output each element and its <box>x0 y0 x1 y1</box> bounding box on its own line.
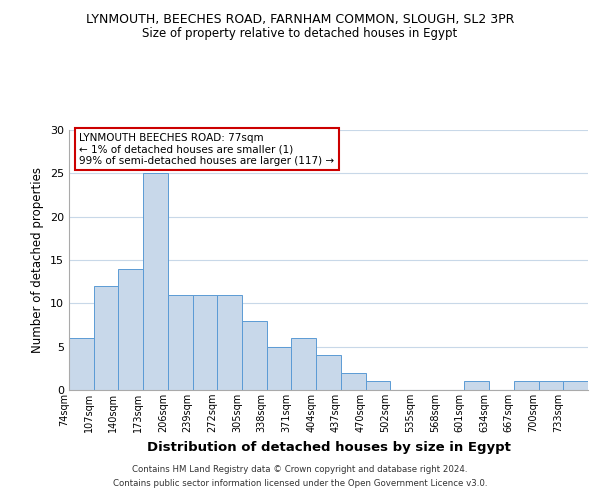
Text: LYNMOUTH, BEECHES ROAD, FARNHAM COMMON, SLOUGH, SL2 3PR: LYNMOUTH, BEECHES ROAD, FARNHAM COMMON, … <box>86 12 514 26</box>
Bar <box>341 372 365 390</box>
X-axis label: Distribution of detached houses by size in Egypt: Distribution of detached houses by size … <box>146 440 511 454</box>
Bar <box>365 382 390 390</box>
Bar <box>193 294 217 390</box>
Bar <box>464 382 489 390</box>
Bar <box>118 268 143 390</box>
Bar <box>168 294 193 390</box>
Bar <box>514 382 539 390</box>
Bar <box>217 294 242 390</box>
Bar <box>94 286 118 390</box>
Bar <box>267 346 292 390</box>
Y-axis label: Number of detached properties: Number of detached properties <box>31 167 44 353</box>
Bar <box>143 174 168 390</box>
Text: Contains HM Land Registry data © Crown copyright and database right 2024.
Contai: Contains HM Land Registry data © Crown c… <box>113 466 487 487</box>
Bar <box>316 356 341 390</box>
Text: Size of property relative to detached houses in Egypt: Size of property relative to detached ho… <box>142 28 458 40</box>
Text: LYNMOUTH BEECHES ROAD: 77sqm
← 1% of detached houses are smaller (1)
99% of semi: LYNMOUTH BEECHES ROAD: 77sqm ← 1% of det… <box>79 132 335 166</box>
Bar <box>292 338 316 390</box>
Bar <box>69 338 94 390</box>
Bar <box>563 382 588 390</box>
Bar <box>539 382 563 390</box>
Bar <box>242 320 267 390</box>
